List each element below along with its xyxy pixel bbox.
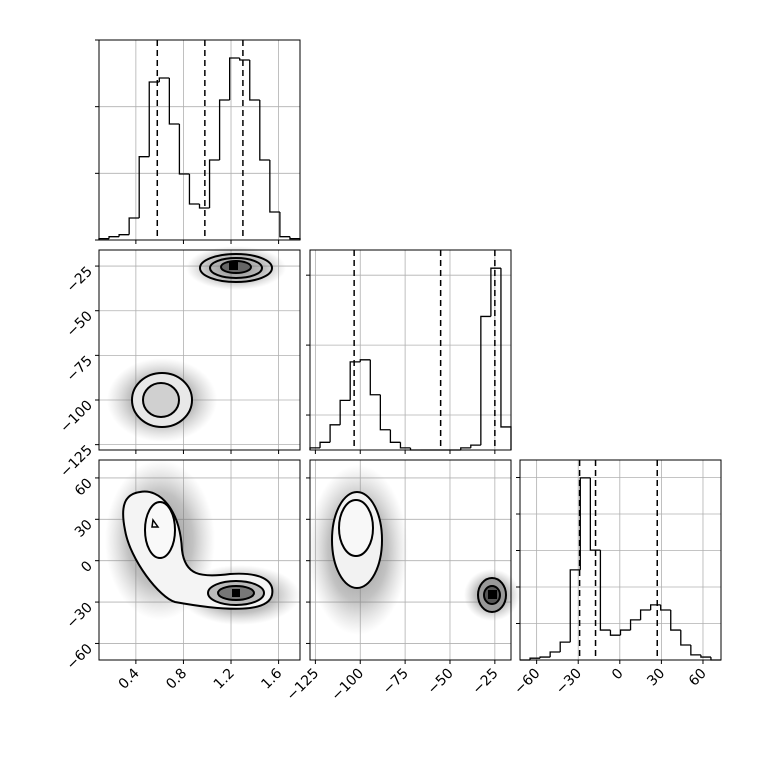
panel-frame bbox=[519, 459, 722, 661]
histogram-bin bbox=[229, 57, 240, 100]
histogram-bin bbox=[399, 442, 411, 449]
histogram-bin bbox=[198, 204, 210, 209]
histogram-bin bbox=[178, 124, 190, 175]
y-tick-label: 0 bbox=[78, 558, 96, 576]
histogram-bin bbox=[480, 315, 491, 446]
histogram-bin bbox=[660, 604, 671, 611]
histogram-bin bbox=[379, 394, 391, 431]
histogram-bin bbox=[128, 217, 140, 235]
histogram-bin bbox=[168, 78, 180, 125]
histogram-bin bbox=[349, 361, 361, 401]
panel-frame bbox=[309, 459, 512, 661]
histogram-bin bbox=[629, 619, 641, 631]
y-tick-label: −30 bbox=[64, 600, 96, 632]
histogram-bin bbox=[589, 477, 601, 551]
histogram-bin bbox=[239, 58, 250, 61]
y-tick-label: −100 bbox=[57, 398, 96, 437]
density bbox=[105, 246, 520, 635]
histogram-bin bbox=[569, 569, 581, 643]
y-tick-label: −125 bbox=[57, 442, 96, 481]
histogram-bin bbox=[670, 610, 681, 631]
x-tick-label: 60 bbox=[686, 666, 710, 690]
histogram-bin bbox=[158, 77, 170, 82]
y-tick-label: 60 bbox=[72, 475, 96, 499]
histogram-bin bbox=[539, 656, 551, 659]
x-tick-label: −100 bbox=[329, 666, 368, 705]
histogram-bin bbox=[259, 100, 270, 161]
x-tick-label: −30 bbox=[553, 666, 585, 698]
y-tick-label: 30 bbox=[72, 517, 96, 541]
histogram-bin bbox=[700, 654, 711, 658]
histogram-bin bbox=[460, 447, 471, 450]
histogram-bin bbox=[249, 60, 260, 101]
histogram-bin bbox=[188, 174, 200, 205]
panel-frame bbox=[98, 249, 301, 451]
histogram-bin bbox=[359, 359, 371, 362]
x-tick-label: 1.2 bbox=[211, 666, 238, 693]
y-tick-label: −50 bbox=[64, 308, 96, 340]
histogram-bin bbox=[609, 630, 621, 636]
panel-frame bbox=[309, 249, 512, 451]
x-tick-label: 30 bbox=[644, 666, 668, 690]
x-tick-label: −125 bbox=[284, 666, 323, 705]
histogram-bin bbox=[690, 645, 701, 656]
histogram-bin bbox=[138, 156, 150, 218]
histogram-bin bbox=[529, 657, 541, 660]
histogram-bin bbox=[208, 159, 220, 208]
x-tick-label: −75 bbox=[380, 666, 412, 698]
histogram-bin bbox=[490, 267, 501, 317]
x-tick-label: 0.8 bbox=[163, 666, 190, 693]
histogram-bin bbox=[599, 550, 611, 631]
histogram-bin bbox=[470, 444, 481, 448]
histogram-bin bbox=[319, 441, 331, 448]
histogram-bin bbox=[118, 234, 130, 237]
x-tick-label: 1.6 bbox=[258, 665, 285, 692]
histogram-bin bbox=[108, 236, 120, 239]
histogram-bin bbox=[269, 160, 280, 213]
histogram-bin bbox=[549, 651, 561, 658]
x-tick-label: 0 bbox=[609, 666, 627, 684]
x-tick-label: −25 bbox=[469, 666, 501, 698]
x-tick-label: −60 bbox=[511, 666, 543, 698]
histogram-bin bbox=[218, 99, 230, 160]
histogram-bin bbox=[639, 609, 651, 620]
histogram-bin bbox=[369, 359, 381, 396]
panel-frame bbox=[98, 459, 301, 661]
y-tick-label: −60 bbox=[64, 641, 96, 673]
histogram-bin bbox=[389, 429, 401, 443]
histogram-bin bbox=[579, 477, 591, 570]
histogram-bin bbox=[329, 424, 341, 443]
y-tick-label: −25 bbox=[64, 264, 96, 296]
histogram-bin bbox=[619, 629, 631, 636]
x-tick-label: 0.4 bbox=[116, 665, 143, 692]
histogram-bin bbox=[500, 268, 512, 450]
histogram-bin bbox=[559, 641, 571, 652]
histogram-bin bbox=[680, 630, 691, 646]
panel-frame bbox=[98, 39, 301, 241]
histogram-bin bbox=[148, 81, 160, 157]
histogram-bin bbox=[339, 399, 351, 425]
y-tick-label: −75 bbox=[64, 353, 96, 385]
x-tick-label: −50 bbox=[425, 666, 457, 698]
histogram-bin bbox=[279, 212, 290, 238]
histogram-bin bbox=[650, 604, 661, 610]
